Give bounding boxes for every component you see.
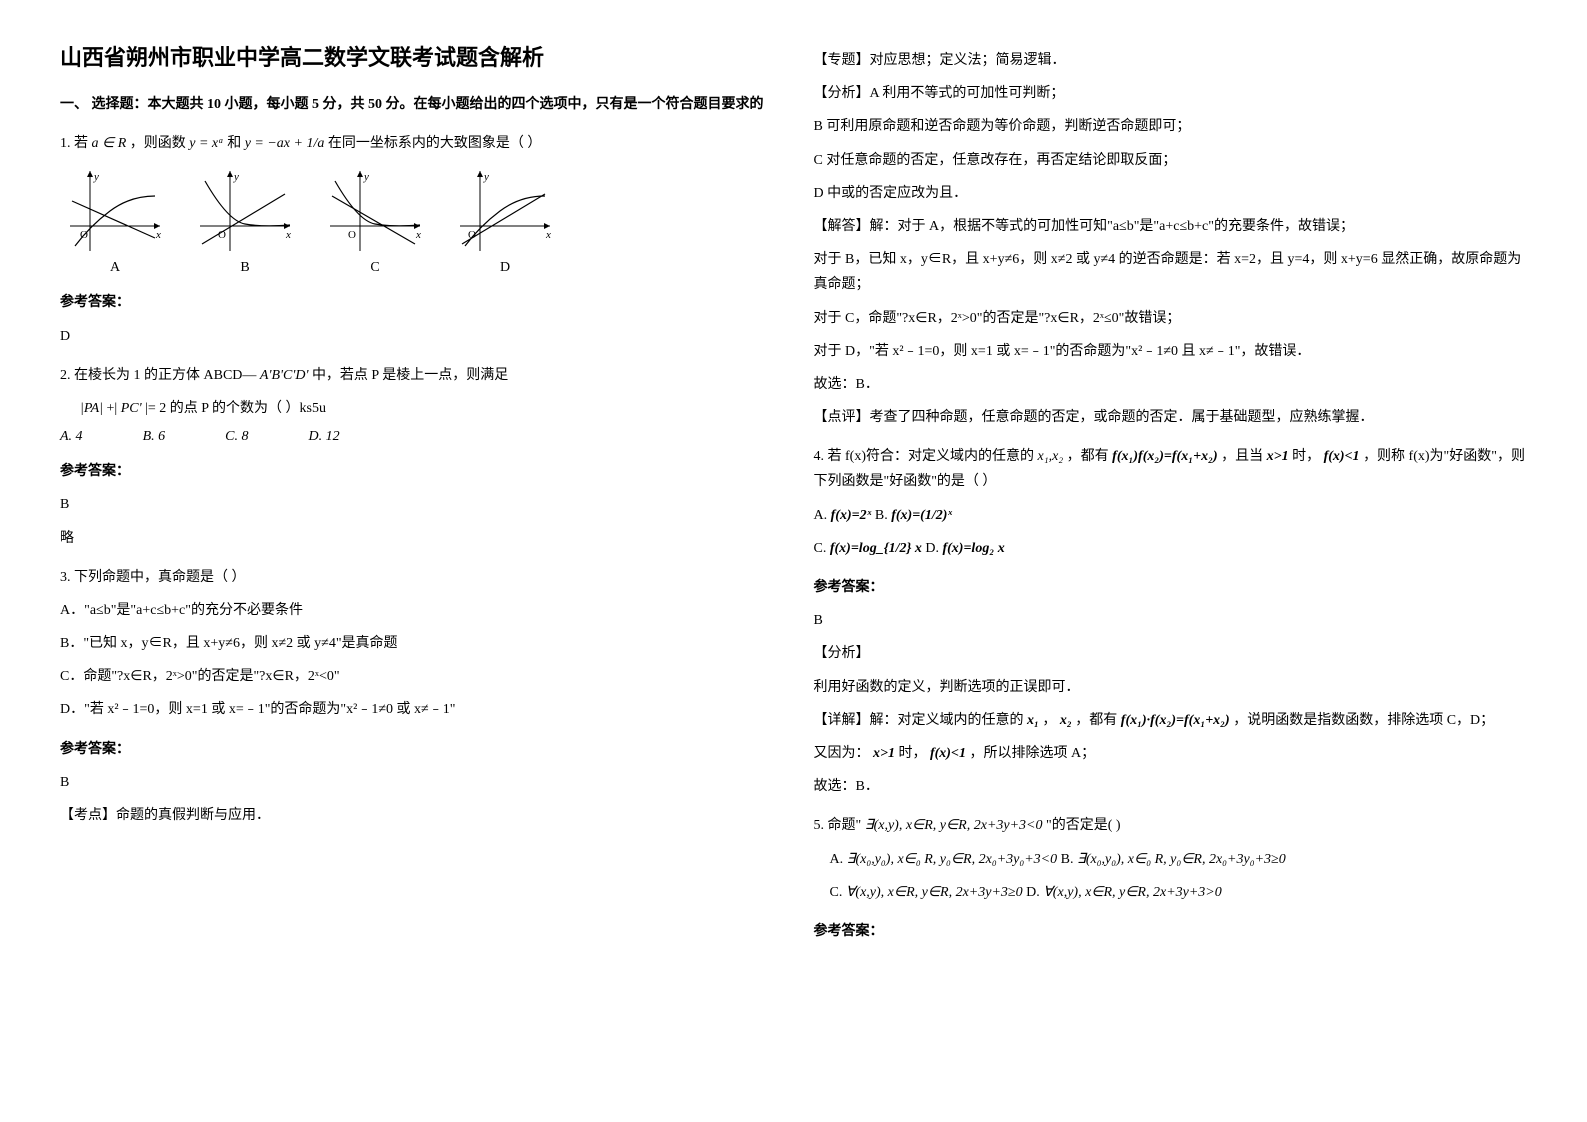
svg-text:x: x (545, 229, 551, 241)
q2-stem-2: |PA| +| PC' |= 2 的点 P 的个数为（ ）ks5u (60, 396, 774, 421)
q3-exp-l1: 【考点】命题的真假判断与应用． (60, 803, 774, 828)
answer-label-4: 参考答案： (814, 575, 1528, 600)
q3-exp-l11: 故选：B． (814, 372, 1528, 397)
graph-d-label: D (500, 260, 510, 276)
graph-a: y x O A (60, 166, 170, 276)
q4-exp-l2: 利用好函数的定义，判断选项的正误即可． (814, 675, 1528, 700)
graph-b-label: B (240, 260, 249, 276)
q4-exp-l1: 【分析】 (814, 641, 1528, 666)
svg-text:O: O (348, 229, 356, 241)
svg-text:y: y (93, 171, 99, 183)
q5-stem: 5. 命题" ∃(x,y), x∈R, y∈R, 2x+3y+3<0 "的否定是… (814, 813, 1528, 838)
graph-b: y x O B (190, 166, 300, 276)
svg-text:y: y (363, 171, 369, 183)
q5-opts-ab: A. ∃(x₀,y₀), x∈₀ R, y₀∈R, 2x₀+3y₀+3<0 B.… (814, 847, 1528, 872)
q2-options: A. 4 B. 6 C. 8 D. 12 (60, 429, 774, 445)
q1-stem: 1. 若 a ∈ R ，则函数 y = xᵃ 和 y = −ax + 1/a 在… (60, 131, 774, 156)
question-3: 3. 下列命题中，真命题是（ ） A．"a≤b"是"a+c≤b+c"的充分不必要… (60, 565, 774, 723)
graph-c: y x O C (320, 166, 430, 276)
svg-text:y: y (233, 171, 239, 183)
svg-text:y: y (483, 171, 489, 183)
q2-stem-1: 2. 在棱长为 1 的正方体 ABCD— A'B'C'D' 中，若点 P 是棱上… (60, 363, 774, 388)
q2-opt-b: B. 6 (143, 429, 166, 445)
answer-label-5: 参考答案： (814, 919, 1528, 944)
q3-exp-l12: 【点评】考查了四种命题，任意命题的否定，或命题的否定．属于基础题型，应熟练掌握． (814, 405, 1528, 430)
q5-opts-cd: C. ∀(x,y), x∈R, y∈R, 2x+3y+3≥0 D. ∀(x,y)… (814, 880, 1528, 905)
graph-b-svg: y x O (190, 166, 300, 256)
answer-label-3: 参考答案： (60, 737, 774, 762)
q3-exp-l7: 【解答】解：对于 A，根据不等式的可加性可知"a≤b"是"a+c≤b+c"的充要… (814, 214, 1528, 239)
q4-exp-l3: 【详解】解：对定义域内的任意的 x₁ ， x₂ ，都有 f(x₁)·f(x₂)=… (814, 708, 1528, 733)
q3-opt-b: B．"已知 x，y∈R，且 x+y≠6，则 x≠2 或 y≠4"是真命题 (60, 631, 774, 656)
left-column: 山西省朔州市职业中学高二数学文联考试题含解析 一、 选择题：本大题共 10 小题… (60, 40, 774, 948)
q3-exp-l4: B 可利用原命题和逆否命题为等价命题，判断逆否命题即可； (814, 114, 1528, 139)
q4-exp-l4: 又因为： x>1 时， f(x)<1 ，所以排除选项 A； (814, 741, 1528, 766)
q3-opt-c: C．命题"?x∈R，2ˣ>0"的否定是"?x∈R，2ˣ<0" (60, 664, 774, 689)
right-column: 【专题】对应思想；定义法；简易逻辑． 【分析】A 利用不等式的可加性可判断； B… (814, 40, 1528, 948)
question-2: 2. 在棱长为 1 的正方体 ABCD— A'B'C'D' 中，若点 P 是棱上… (60, 363, 774, 445)
graph-d: y x O D (450, 166, 560, 276)
q2-opt-d: D. 12 (308, 429, 339, 445)
answer-label: 参考答案： (60, 290, 774, 315)
svg-text:x: x (155, 229, 161, 241)
q3-exp-l9: 对于 C，命题"?x∈R，2ˣ>0"的否定是"?x∈R，2ˣ≤0"故错误； (814, 306, 1528, 331)
q3-exp-l3: 【分析】A 利用不等式的可加性可判断； (814, 81, 1528, 106)
q3-exp-l10: 对于 D，"若 x²﹣1=0，则 x=1 或 x=﹣1"的否命题为"x²﹣1≠0… (814, 339, 1528, 364)
question-4: 4. 若 f(x)符合：对定义域内的任意的 x₁,x₂ ，都有 f(x₁)f(x… (814, 444, 1528, 561)
q3-exp-l8: 对于 B，已知 x，y∈R，且 x+y≠6，则 x≠2 或 y≠4 的逆否命题是… (814, 247, 1528, 297)
q2-opt-a: A. 4 (60, 429, 83, 445)
svg-text:x: x (285, 229, 291, 241)
q4-stem: 4. 若 f(x)符合：对定义域内的任意的 x₁,x₂ ，都有 f(x₁)f(x… (814, 444, 1528, 494)
graph-c-label: C (370, 260, 379, 276)
q4-opts-ab: A. f(x)=2ˣ B. f(x)=(1/2)ˣ (814, 503, 1528, 528)
q2-answer: B (60, 492, 774, 517)
q2-note: 略 (60, 526, 774, 551)
q2-opt-c: C. 8 (225, 429, 248, 445)
question-5: 5. 命题" ∃(x,y), x∈R, y∈R, 2x+3y+3<0 "的否定是… (814, 813, 1528, 905)
q4-exp-l5: 故选：B． (814, 774, 1528, 799)
q3-stem: 3. 下列命题中，真命题是（ ） (60, 565, 774, 590)
question-1: 1. 若 a ∈ R ，则函数 y = xᵃ 和 y = −ax + 1/a 在… (60, 131, 774, 276)
q3-exp-l6: D 中或的否定应改为且． (814, 181, 1528, 206)
q3-opt-d: D．"若 x²﹣1=0，则 x=1 或 x=﹣1"的否命题为"x²﹣1≠0 或 … (60, 697, 774, 722)
q4-answer: B (814, 608, 1528, 633)
graph-d-svg: y x O (450, 166, 560, 256)
answer-label-2: 参考答案： (60, 459, 774, 484)
q4-opts-cd: C. f(x)=log_{1/2} x D. f(x)=log₂ x (814, 536, 1528, 561)
q1-graphs: y x O A y x O (60, 166, 774, 276)
section-header: 一、 选择题：本大题共 10 小题，每小题 5 分，共 50 分。在每小题给出的… (60, 92, 774, 117)
page-title: 山西省朔州市职业中学高二数学文联考试题含解析 (60, 40, 774, 72)
q3-opt-a: A．"a≤b"是"a+c≤b+c"的充分不必要条件 (60, 598, 774, 623)
graph-a-svg: y x O (60, 166, 170, 256)
graph-a-label: A (110, 260, 120, 276)
q3-answer: B (60, 770, 774, 795)
q3-exp-l2: 【专题】对应思想；定义法；简易逻辑． (814, 48, 1528, 73)
svg-text:x: x (415, 229, 421, 241)
q1-answer: D (60, 324, 774, 349)
graph-c-svg: y x O (320, 166, 430, 256)
q3-exp-l5: C 对任意命题的否定，任意改存在，再否定结论即取反面； (814, 148, 1528, 173)
